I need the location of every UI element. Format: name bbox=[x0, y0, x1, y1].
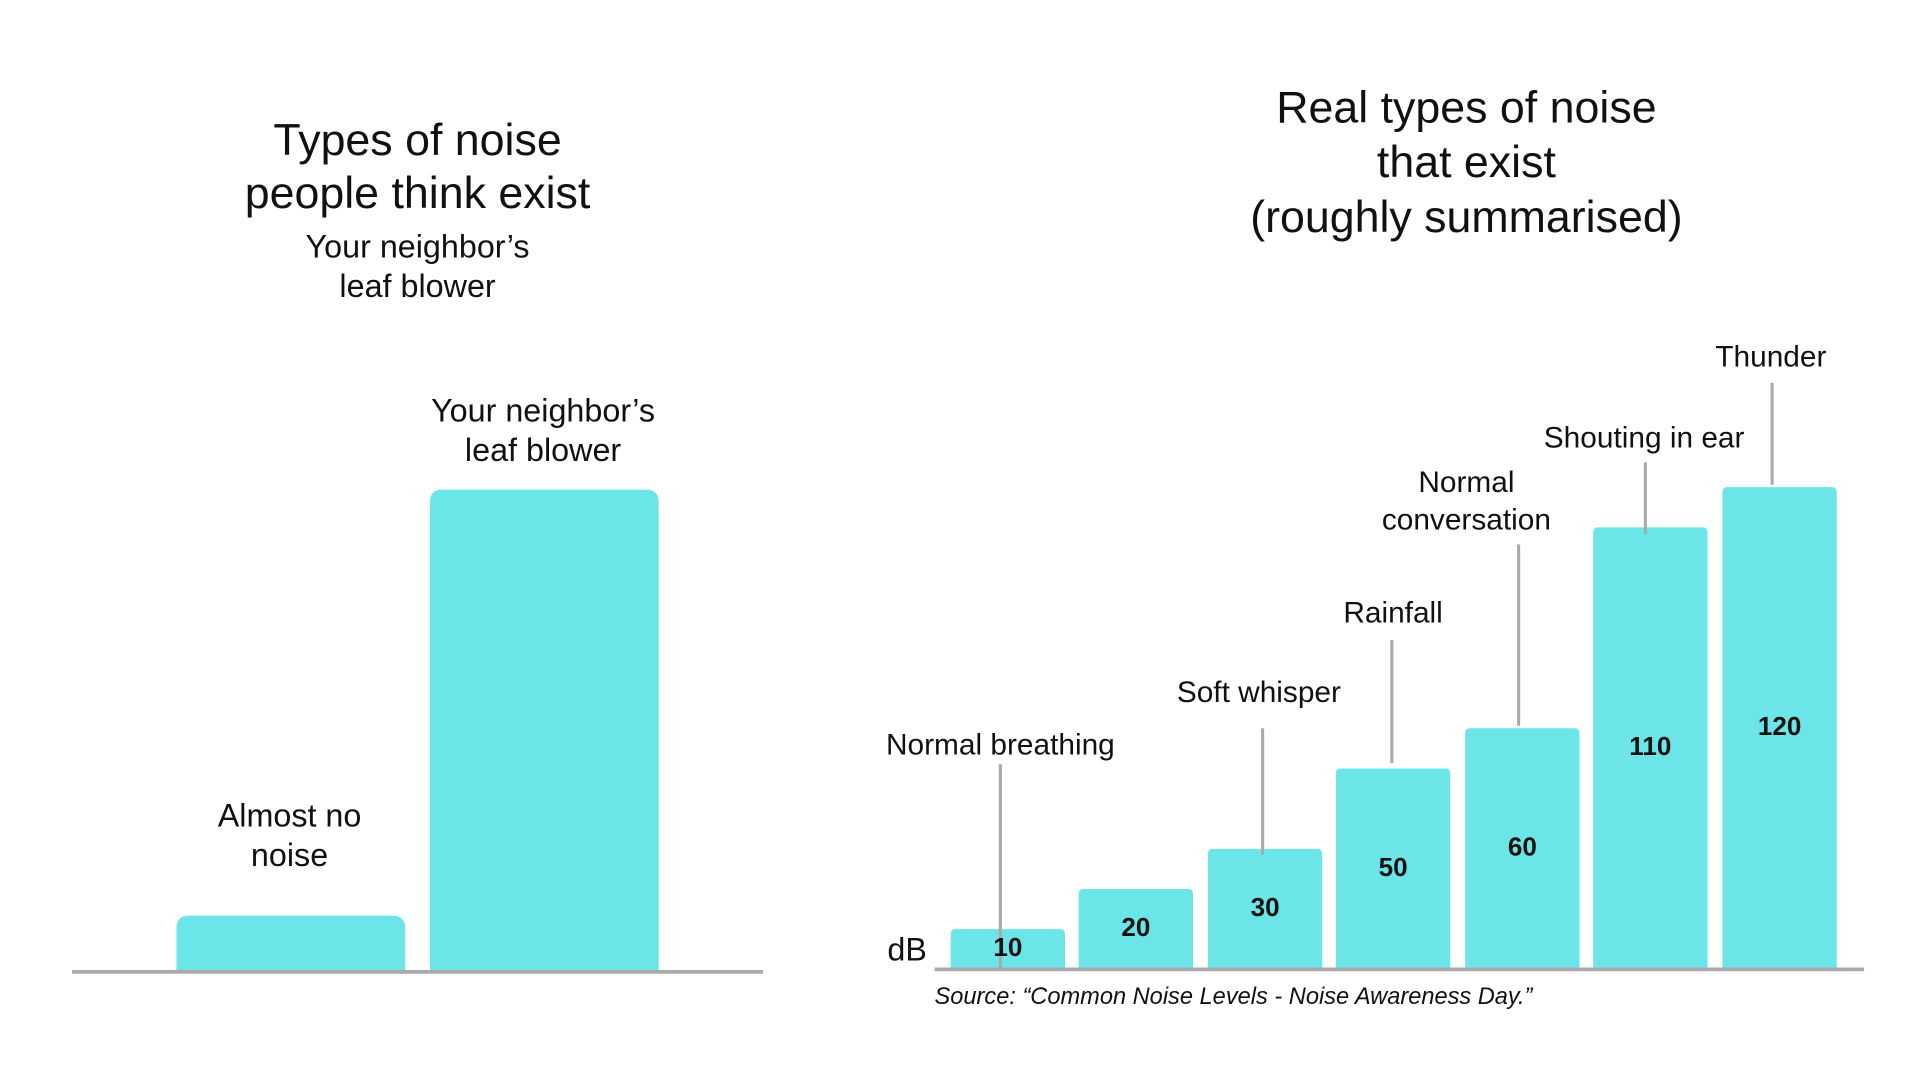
bar bbox=[1207, 848, 1323, 970]
category-label-wrap: Normal breathing bbox=[839, 671, 1162, 820]
chart-title: (roughly summarised) bbox=[1250, 193, 1682, 242]
category-label: Soft whisper bbox=[1176, 676, 1341, 710]
value-label: 50 bbox=[1379, 852, 1408, 882]
bar bbox=[429, 489, 659, 972]
category-label-box: Your neighbor’s leaf blower bbox=[406, 355, 679, 504]
source-note: Source: “Common Noise Levels - Noise Awa… bbox=[935, 984, 1534, 1010]
value-label: 10 bbox=[993, 932, 1022, 962]
category-label-box: Rainfall bbox=[1269, 539, 1518, 688]
chart-title: Types of noise bbox=[273, 116, 561, 165]
chart-title: that exist bbox=[1377, 138, 1557, 187]
category-label: Thunder bbox=[1715, 340, 1827, 375]
category-label-box: Thunder bbox=[1647, 283, 1896, 432]
value-label: 30 bbox=[1251, 892, 1280, 922]
bar bbox=[1722, 487, 1837, 970]
chart-subtitle-wrap: Your neighbor’s leaf blower bbox=[281, 191, 554, 340]
bar bbox=[1465, 728, 1580, 970]
category-label-box: Soft whisper bbox=[1122, 619, 1395, 768]
chart-title: Real types of noise bbox=[1276, 83, 1656, 132]
category-label-box: Shouting in ear bbox=[1495, 364, 1793, 513]
bar bbox=[176, 915, 406, 972]
chart-title: people think exist bbox=[245, 169, 591, 218]
category-label-wrap: Almost no noise bbox=[190, 761, 389, 910]
category-label-wrap: Your neighbor’s leaf blower bbox=[406, 355, 679, 504]
category-label: Rainfall bbox=[1343, 596, 1443, 631]
category-label-box: Normal breathing bbox=[839, 671, 1162, 820]
category-label-wrap: Shouting in ear bbox=[1495, 364, 1793, 513]
category-label: Almost no noise bbox=[217, 796, 362, 874]
category-label-wrap: Rainfall bbox=[1269, 539, 1518, 688]
value-label: 110 bbox=[1629, 731, 1671, 761]
category-label-wrap: Thunder bbox=[1647, 283, 1896, 432]
category-label-box: Almost no noise bbox=[190, 761, 389, 910]
bar bbox=[1593, 527, 1708, 970]
category-label: Normal conversation bbox=[1381, 466, 1551, 537]
category-label: Your neighbor’s leaf blower bbox=[431, 390, 656, 469]
category-label: Shouting in ear bbox=[1543, 421, 1745, 455]
category-label-wrap: Normal conversation bbox=[1355, 428, 1579, 577]
value-label: 60 bbox=[1508, 832, 1537, 862]
y-axis-label: dB bbox=[887, 931, 927, 967]
bar bbox=[1078, 888, 1194, 970]
category-label: Normal breathing bbox=[886, 728, 1115, 762]
chart-subtitle: Your neighbor’s leaf blower bbox=[305, 226, 530, 305]
value-label: 120 bbox=[1758, 711, 1802, 741]
bar bbox=[950, 929, 1066, 970]
category-label-box: Normal conversation bbox=[1355, 428, 1579, 577]
chart-subtitle-box: Your neighbor’s leaf blower bbox=[281, 191, 554, 340]
value-label: 20 bbox=[1121, 912, 1150, 942]
bar bbox=[1335, 768, 1451, 970]
category-label-wrap: Soft whisper bbox=[1122, 619, 1395, 768]
